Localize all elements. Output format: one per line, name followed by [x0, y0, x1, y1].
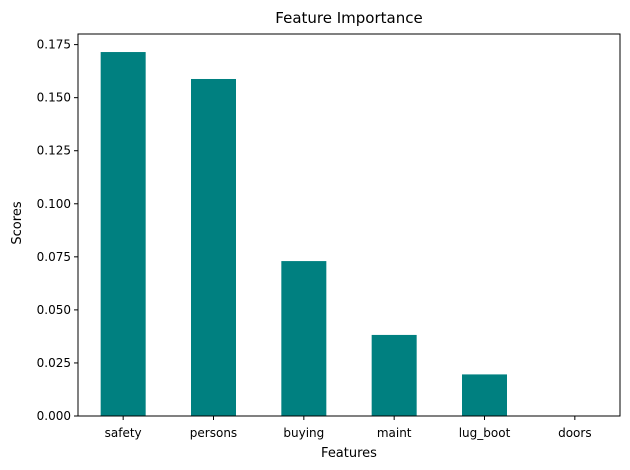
- bar-maint: [371, 334, 417, 416]
- y-axis-label: Scores: [10, 201, 25, 244]
- y-tick-label: 0.000: [37, 409, 71, 423]
- x-tick-label: doors: [558, 426, 592, 440]
- x-axis-ticks: safety persons buying maint lug_boot doors: [105, 416, 592, 440]
- bar-safety: [100, 52, 146, 417]
- chart-title: Feature Importance: [275, 9, 422, 27]
- y-tick-label: 0.075: [37, 250, 71, 264]
- y-axis-ticks: 0.000 0.025 0.050 0.075 0.100 0.125 0.150 0.175: [37, 38, 78, 423]
- y-tick-label: 0.025: [37, 356, 71, 370]
- y-tick-label: 0.125: [37, 144, 71, 158]
- x-tick-label: persons: [190, 426, 237, 440]
- y-tick-label: 0.175: [37, 38, 71, 52]
- y-tick-label: 0.050: [37, 303, 71, 317]
- y-tick-label: 0.100: [37, 197, 71, 211]
- bar-lug-boot: [462, 374, 507, 416]
- x-tick-label: buying: [283, 426, 324, 440]
- bar-persons: [191, 78, 236, 416]
- y-tick-label: 0.150: [37, 91, 71, 105]
- x-tick-label: safety: [105, 426, 142, 440]
- bars-group: [100, 52, 507, 417]
- plot-frame: [77, 33, 621, 417]
- x-tick-label: lug_boot: [459, 426, 511, 440]
- x-tick-label: maint: [377, 426, 412, 440]
- bar-buying: [281, 261, 327, 416]
- x-axis-label: Features: [321, 446, 377, 461]
